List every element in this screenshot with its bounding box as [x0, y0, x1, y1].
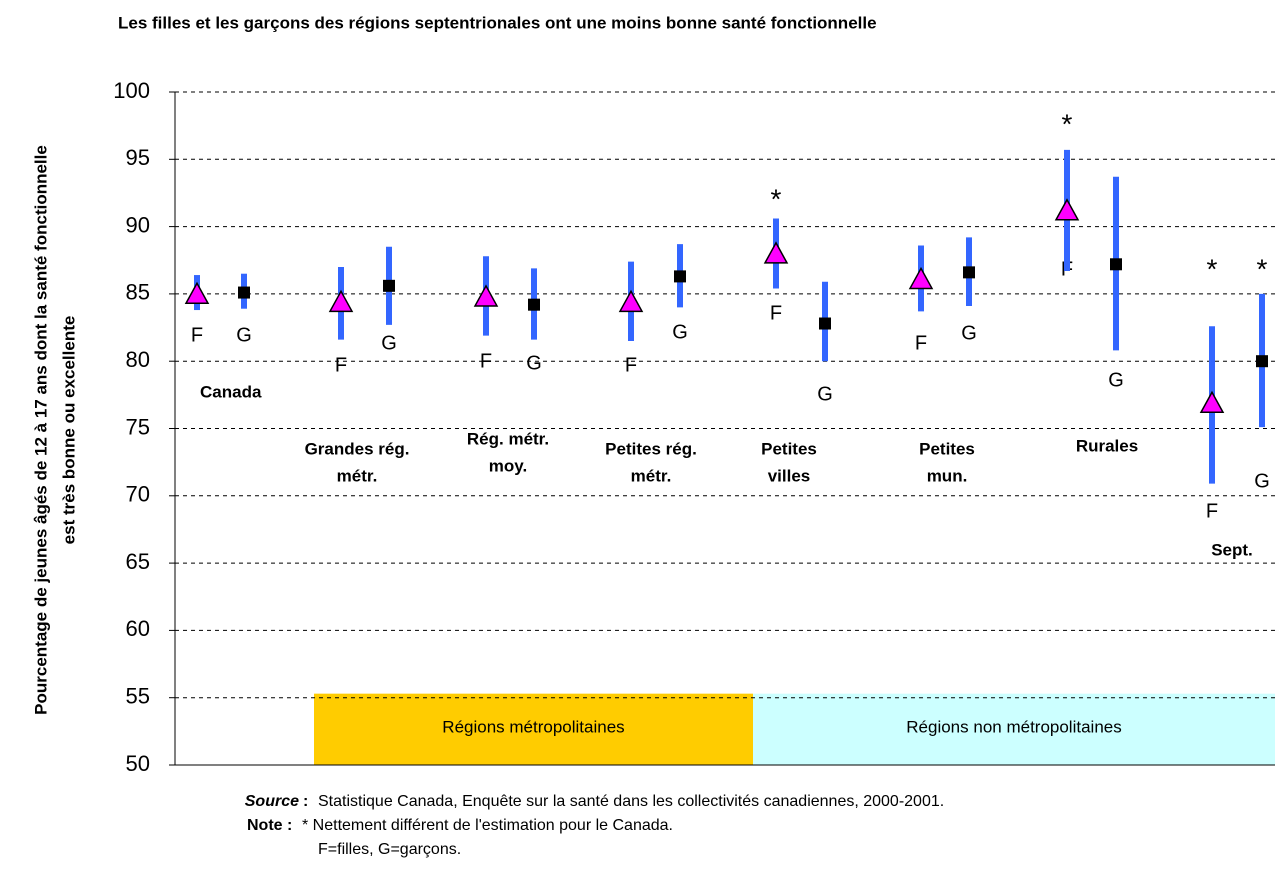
note-text: F=filles, G=garçons.: [318, 841, 461, 858]
group-label: Rurales: [1076, 436, 1138, 455]
point-marker: [763, 241, 789, 264]
y-axis-label: est très bonne ou excellente: [59, 316, 78, 545]
x-category-label: G: [961, 322, 977, 344]
point-marker: [473, 284, 499, 307]
point-marker: [184, 281, 210, 304]
region-label: Régions non métropolitaines: [906, 717, 1121, 736]
x-category-label: F: [335, 354, 347, 376]
group-label: Petites: [761, 439, 817, 458]
y-tick-label: 65: [126, 549, 150, 574]
colon: :: [303, 793, 308, 810]
source-text: Statistique Canada, Enquête sur la santé…: [318, 793, 944, 810]
y-tick-label: 85: [126, 280, 150, 305]
significance-mark: *: [1257, 253, 1268, 284]
point-marker: [1054, 198, 1080, 221]
y-tick-label: 70: [126, 482, 150, 507]
group-label: mun.: [927, 466, 968, 485]
y-tick-label: 95: [126, 145, 150, 170]
group-label: métr.: [337, 466, 378, 485]
region-band: [314, 693, 753, 765]
point-marker: [1256, 355, 1268, 368]
group-label: Grandes rég.: [305, 439, 410, 458]
x-category-label: F: [191, 324, 203, 346]
x-category-label: F: [915, 332, 927, 354]
point-marker: [819, 317, 831, 330]
y-tick-label: 90: [126, 212, 150, 237]
x-category-label: G: [672, 321, 688, 343]
chart-title: Les filles et les garçons des régions se…: [118, 13, 877, 32]
point-marker: [383, 279, 395, 292]
group-label: moy.: [489, 456, 527, 475]
x-category-label: G: [1254, 470, 1270, 492]
x-category-label: G: [236, 324, 252, 346]
y-tick-label: 75: [126, 414, 150, 439]
group-label: Petites: [919, 439, 975, 458]
region-band: [753, 693, 1275, 765]
note-label: Note :: [247, 817, 292, 834]
point-marker: [528, 298, 540, 311]
point-marker: [238, 286, 250, 299]
y-tick-label: 80: [126, 347, 150, 372]
point-marker: [963, 266, 975, 279]
note-text: * Nettement différent de l'estimation po…: [302, 817, 673, 834]
x-category-label: G: [526, 352, 542, 374]
y-tick-label: 60: [126, 616, 150, 641]
significance-mark: *: [771, 183, 782, 214]
point-marker: [618, 289, 644, 313]
significance-mark: *: [1062, 108, 1073, 139]
significance-mark: *: [1207, 253, 1218, 284]
group-label: métr.: [631, 466, 672, 485]
group-label: Canada: [200, 382, 262, 401]
source-label: Source: [245, 793, 299, 810]
y-axis-label: Pourcentage de jeunes âgés de 12 à 17 an…: [31, 145, 50, 715]
group-label: Rég. métr.: [467, 429, 549, 448]
point-marker: [328, 289, 354, 313]
x-category-label: F: [1206, 500, 1218, 522]
x-category-label: F: [770, 302, 782, 324]
x-category-label: G: [817, 383, 833, 405]
x-category-label: F: [480, 350, 492, 372]
x-category-label: F: [625, 354, 637, 376]
group-label: Sept.: [1211, 540, 1253, 559]
point-marker: [908, 266, 934, 290]
point-marker: [674, 270, 686, 283]
y-tick-label: 50: [126, 751, 150, 776]
region-label: Régions métropolitaines: [442, 717, 624, 736]
group-label: villes: [768, 466, 811, 485]
x-category-label: G: [381, 332, 397, 354]
group-label: Petites rég.: [605, 439, 697, 458]
point-marker: [1199, 390, 1225, 414]
point-marker: [1110, 258, 1122, 271]
x-category-label: G: [1108, 369, 1124, 391]
y-tick-label: 100: [113, 78, 150, 103]
y-tick-label: 55: [126, 684, 150, 709]
